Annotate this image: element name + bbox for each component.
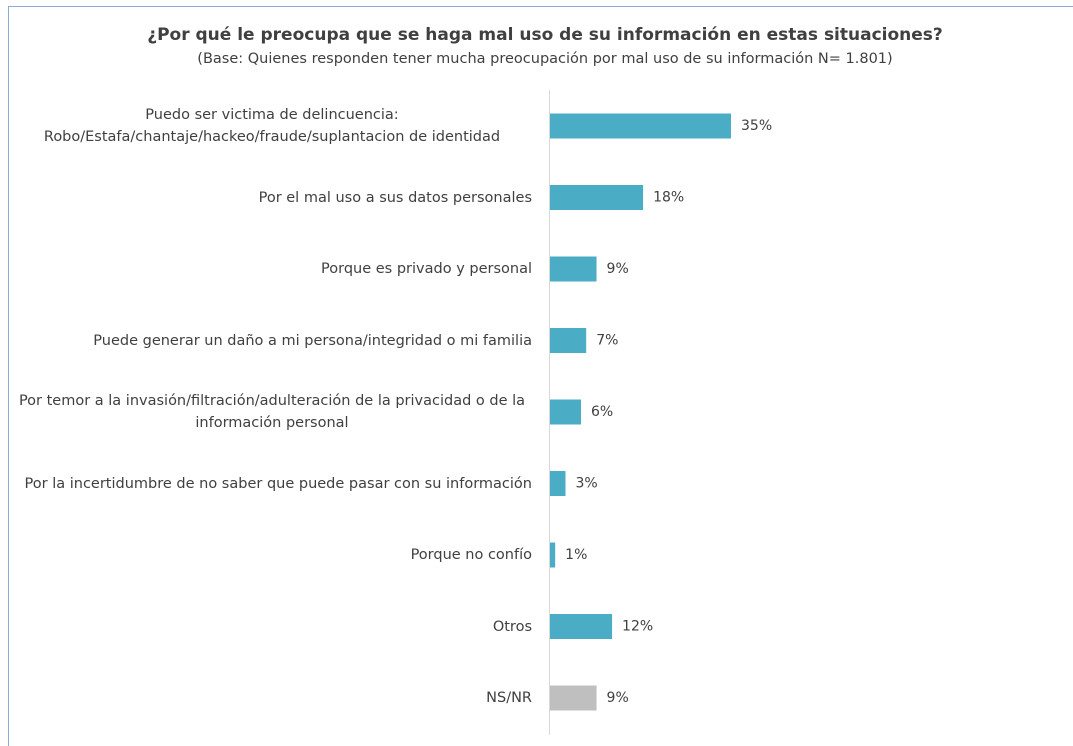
category-label: Por temor a la invasión/filtración/adult…	[18, 393, 526, 431]
bar	[550, 471, 566, 496]
data-label: 7%	[596, 333, 618, 349]
category-label: Por el mal uso a sus datos personales	[258, 189, 532, 206]
category-label: Porque no confío	[410, 547, 532, 563]
bar	[550, 399, 582, 425]
bar	[550, 685, 597, 711]
category-label: Puede generar un daño a mi persona/integ…	[93, 332, 532, 349]
bar	[550, 328, 587, 353]
bar	[550, 256, 597, 282]
data-label: 1%	[565, 547, 587, 563]
data-label: 3%	[576, 476, 598, 492]
data-label: 12%	[622, 619, 653, 635]
data-label: 18%	[653, 190, 684, 206]
bar	[550, 113, 731, 139]
category-label: Porque es privado y personal	[321, 261, 532, 277]
category-label: NS/NR	[486, 690, 532, 706]
bar	[550, 614, 613, 639]
bar	[550, 185, 644, 210]
data-label: 9%	[607, 690, 629, 706]
chart-subtitle: (Base: Quienes responden tener mucha pre…	[197, 51, 892, 67]
category-label: Otros	[492, 618, 532, 635]
bar	[550, 542, 556, 568]
frame	[8, 6, 1073, 746]
chart-title: ¿Por qué le preocupa que se haga mal uso…	[147, 25, 943, 45]
category-label: Puedo ser victima de delincuencia: Robo/…	[43, 107, 501, 145]
data-label: 9%	[607, 261, 629, 277]
data-label: 6%	[591, 404, 613, 420]
data-label: 35%	[741, 118, 772, 134]
category-label: Por la incertidumbre de no saber que pue…	[24, 475, 532, 492]
